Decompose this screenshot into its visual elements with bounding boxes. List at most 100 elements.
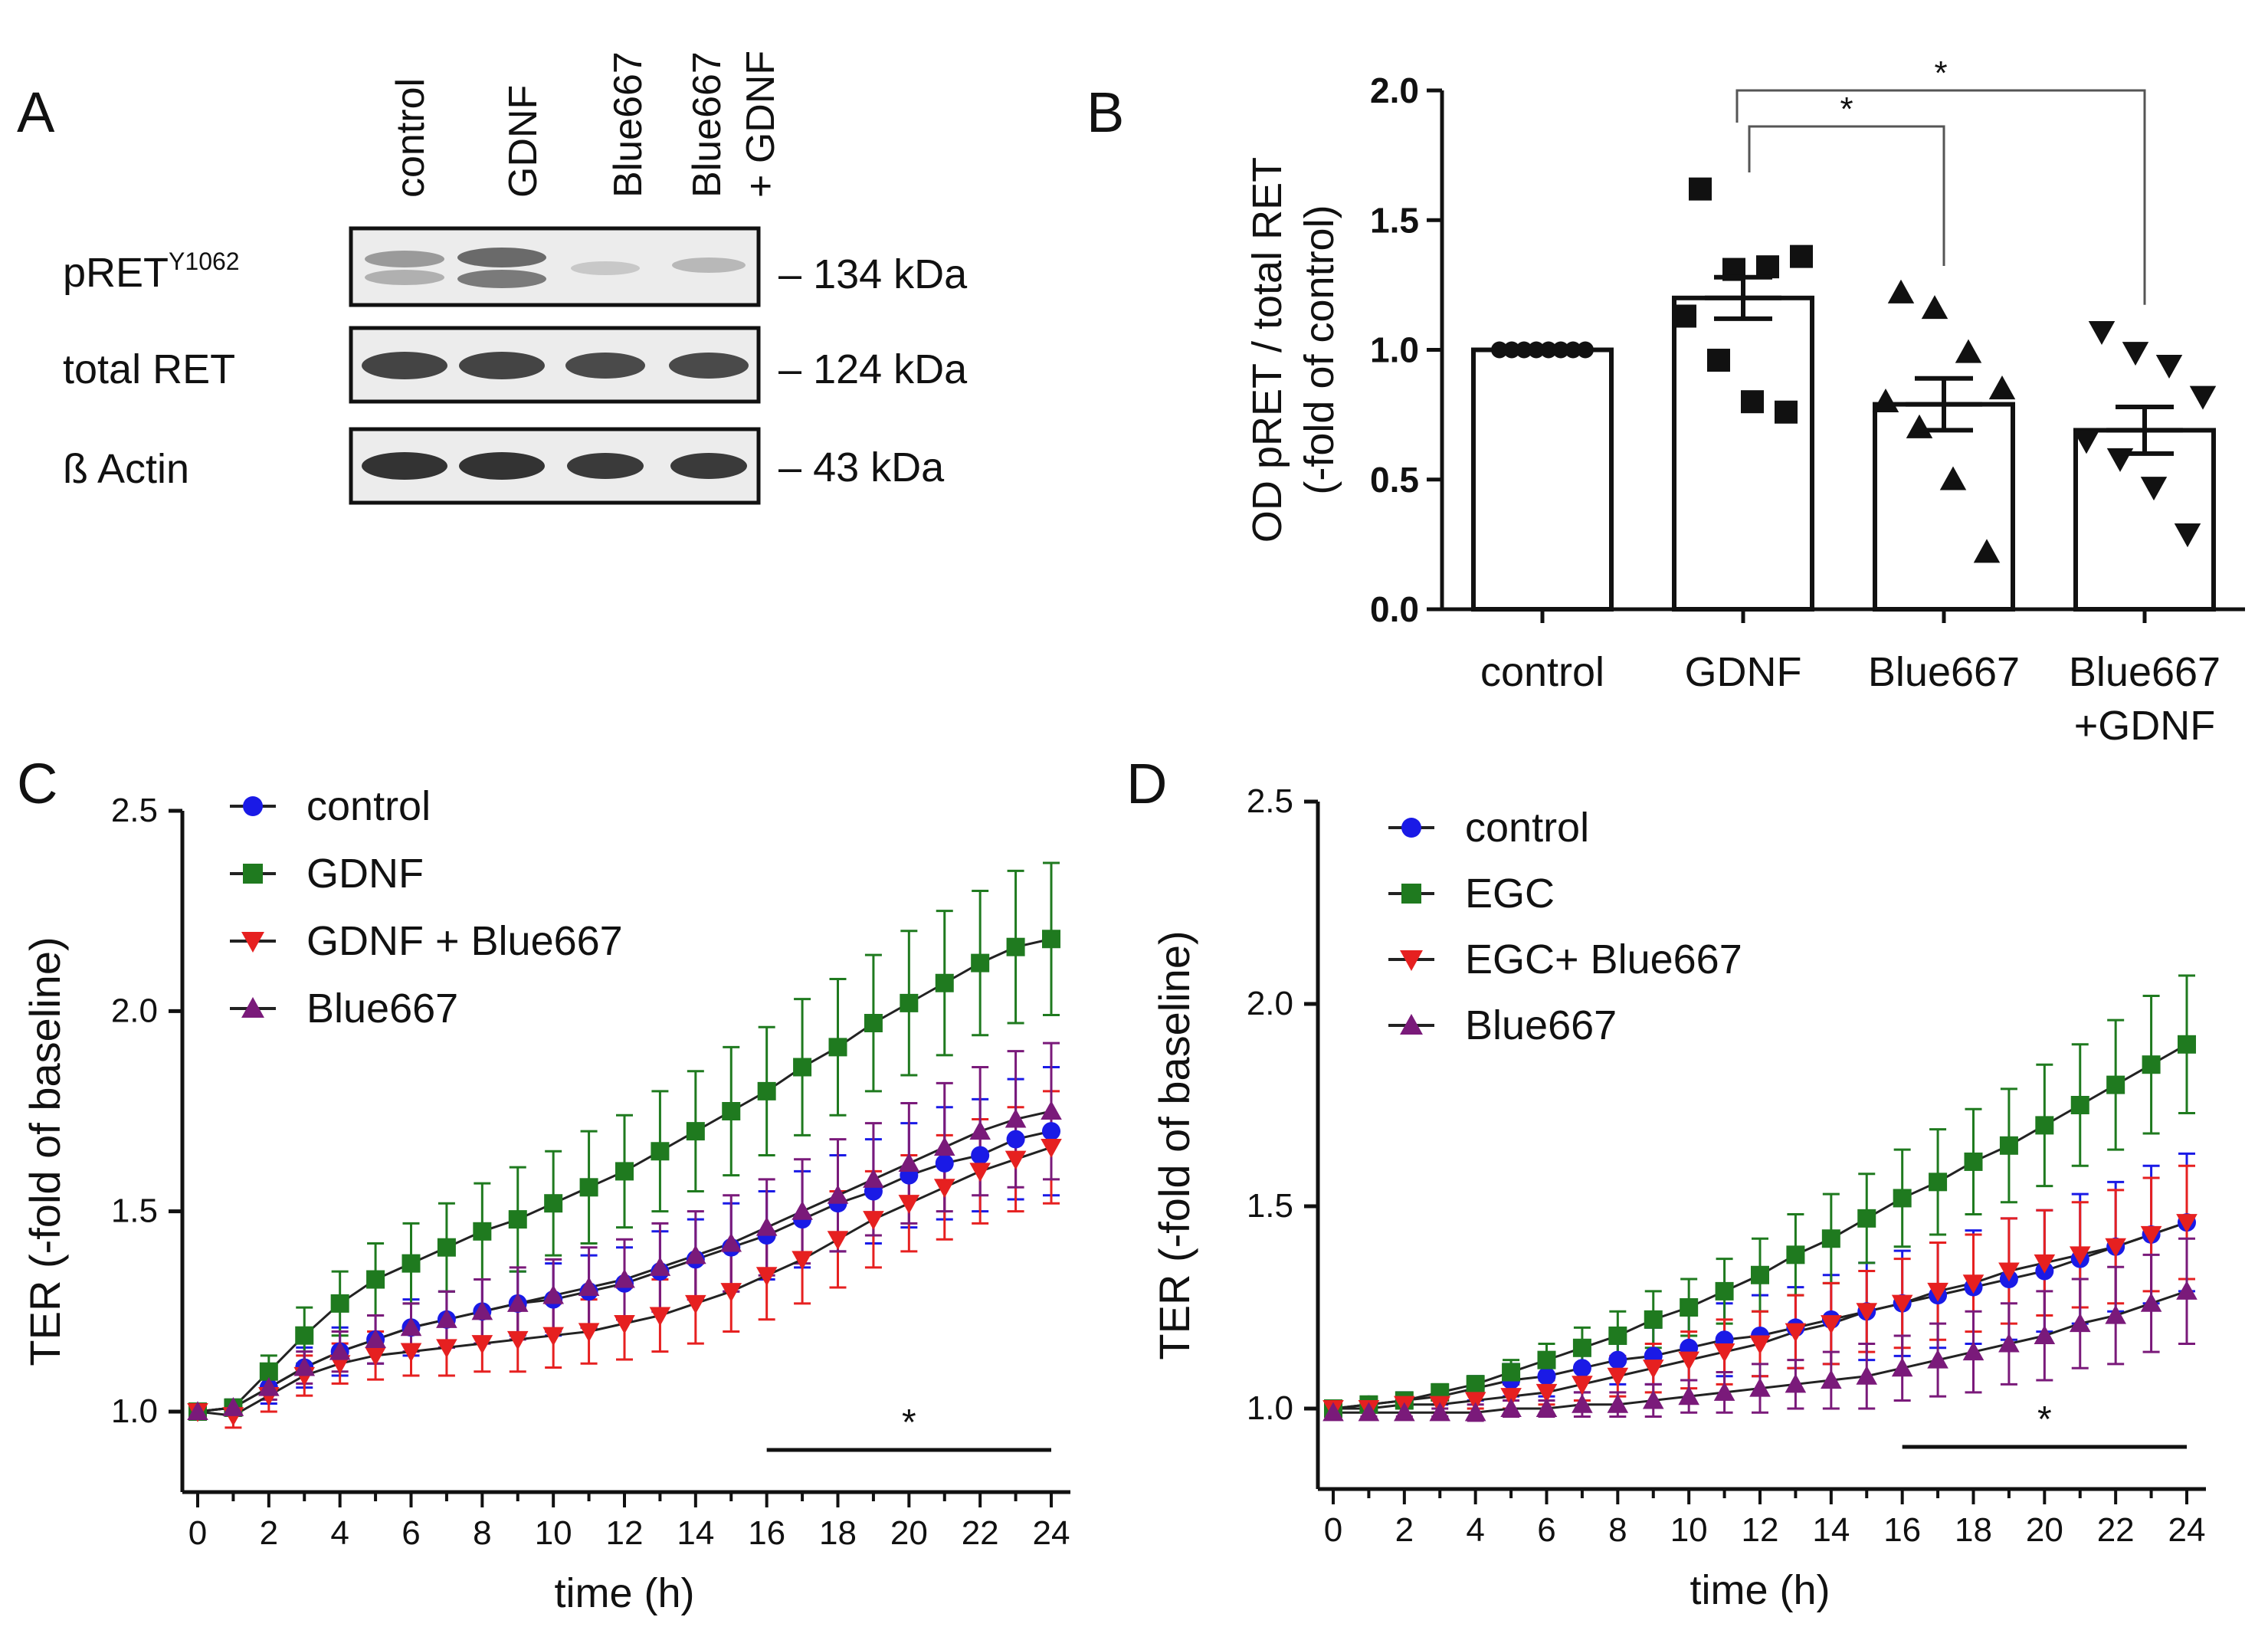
data-point bbox=[1673, 304, 1696, 328]
data-point bbox=[1006, 1130, 1025, 1149]
x-tick-label: 8 bbox=[473, 1514, 491, 1552]
data-point bbox=[1552, 341, 1569, 359]
data-point bbox=[900, 993, 919, 1012]
data-point bbox=[1785, 1323, 1807, 1343]
y-tick-label: 0.0 bbox=[1370, 589, 1419, 629]
data-point bbox=[1962, 1274, 1984, 1294]
data-point bbox=[1500, 1388, 1522, 1407]
data-point bbox=[579, 1178, 598, 1197]
data-point bbox=[506, 1293, 529, 1312]
data-point bbox=[2069, 1246, 2091, 1266]
data-point bbox=[1535, 1398, 1558, 1418]
data-point bbox=[792, 1200, 813, 1220]
data-point bbox=[1741, 390, 1764, 414]
bar-chart-b: 0.0 0.5 1.0 1.5 2.0 OD pRET / total RET (-fold… bbox=[1244, 54, 2245, 749]
blot-band bbox=[457, 270, 546, 288]
data-point bbox=[2178, 1035, 2196, 1054]
blot-lane-gdnf: GDNF bbox=[501, 85, 546, 198]
data-point bbox=[578, 1323, 600, 1343]
data-point bbox=[1713, 1382, 1735, 1401]
data-point bbox=[1998, 1333, 2020, 1353]
data-point bbox=[649, 1257, 671, 1276]
significance-star: * bbox=[902, 1402, 916, 1443]
x-tick-label: 12 bbox=[606, 1514, 644, 1552]
data-point bbox=[1429, 1402, 1451, 1422]
x-tick-label: 10 bbox=[1670, 1511, 1708, 1549]
data-point bbox=[898, 1195, 920, 1215]
data-point bbox=[1964, 1152, 1983, 1171]
data-point bbox=[971, 953, 990, 973]
data-point bbox=[1528, 341, 1545, 359]
data-point bbox=[615, 1162, 634, 1181]
y-tick-label: 2.5 bbox=[1247, 782, 1293, 820]
data-point bbox=[1921, 295, 1948, 320]
legend-marker bbox=[1401, 818, 1421, 838]
x-tick-label: 2 bbox=[260, 1514, 278, 1552]
legend-label: EGC bbox=[1465, 871, 1555, 917]
western-blot: control GDNF Blue667 Blue667 + GDNF pRET… bbox=[63, 51, 968, 505]
bar bbox=[1873, 402, 2015, 612]
data-point bbox=[2034, 1325, 2056, 1344]
data-point bbox=[828, 1038, 847, 1057]
data-point bbox=[2106, 1075, 2125, 1094]
data-point bbox=[971, 1146, 990, 1165]
x-tick-label: 22 bbox=[962, 1514, 999, 1552]
data-point bbox=[1042, 1122, 1060, 1141]
data-point bbox=[1502, 1363, 1521, 1382]
y-tick-label: 2.0 bbox=[1247, 985, 1293, 1022]
data-point bbox=[1887, 279, 1915, 303]
data-point bbox=[1821, 1369, 1842, 1389]
blot-band bbox=[459, 352, 545, 379]
blot-band bbox=[670, 453, 747, 479]
data-point bbox=[1642, 1389, 1664, 1409]
legend-marker bbox=[1401, 884, 1421, 904]
data-point bbox=[1955, 339, 1982, 363]
y-axis-label: TER (-fold of baseline) bbox=[1150, 930, 1198, 1360]
data-point bbox=[1678, 1386, 1699, 1405]
data-point bbox=[1751, 1265, 1769, 1284]
data-point bbox=[1537, 1366, 1556, 1386]
bar bbox=[2073, 428, 2216, 612]
panel-label-d: D bbox=[1126, 752, 1167, 815]
data-point bbox=[1927, 1282, 1948, 1302]
y-tick-label: 1.5 bbox=[1370, 200, 1419, 240]
data-point bbox=[1929, 1173, 1948, 1192]
x-tick-label: 4 bbox=[1466, 1511, 1484, 1549]
data-point bbox=[1464, 1392, 1486, 1412]
legend-label: Blue667 bbox=[1465, 1002, 1617, 1048]
data-point bbox=[1537, 1350, 1556, 1369]
data-point bbox=[1790, 244, 1813, 268]
data-point bbox=[2176, 1214, 2198, 1233]
data-point bbox=[1998, 1262, 2020, 1282]
blot-band bbox=[365, 270, 444, 285]
data-point bbox=[365, 1346, 386, 1366]
data-point bbox=[1680, 1298, 1699, 1317]
y-axis-label: OD pRET / total RET bbox=[1244, 157, 1290, 543]
blot-lane-blue667-gdnf-line2: + GDNF bbox=[739, 51, 783, 198]
legend-label: Blue667 bbox=[306, 986, 458, 1032]
data-point bbox=[2069, 1313, 2091, 1333]
legend-marker bbox=[1400, 1014, 1423, 1035]
data-point bbox=[1607, 1367, 1629, 1387]
data-point bbox=[1577, 341, 1594, 359]
legend-label: control bbox=[306, 783, 431, 829]
data-point bbox=[1503, 341, 1520, 359]
x-tick-label: 22 bbox=[2097, 1511, 2135, 1549]
x-tick-label: 0 bbox=[188, 1514, 207, 1552]
data-point bbox=[1642, 1360, 1664, 1379]
x-tick-label: 4 bbox=[330, 1514, 349, 1552]
data-point bbox=[1872, 388, 1899, 412]
data-point bbox=[755, 1267, 778, 1287]
data-point bbox=[933, 1179, 955, 1199]
blot-band bbox=[459, 452, 545, 480]
data-point bbox=[969, 1120, 991, 1140]
data-point bbox=[471, 1335, 493, 1354]
y-tick-label: 1.0 bbox=[111, 1392, 158, 1430]
data-point bbox=[1927, 1349, 1948, 1369]
x-tick-label: 14 bbox=[1812, 1511, 1850, 1549]
data-point bbox=[2176, 1281, 2198, 1300]
data-point bbox=[755, 1216, 778, 1236]
legend-marker bbox=[243, 864, 263, 884]
data-point bbox=[1516, 341, 1532, 359]
